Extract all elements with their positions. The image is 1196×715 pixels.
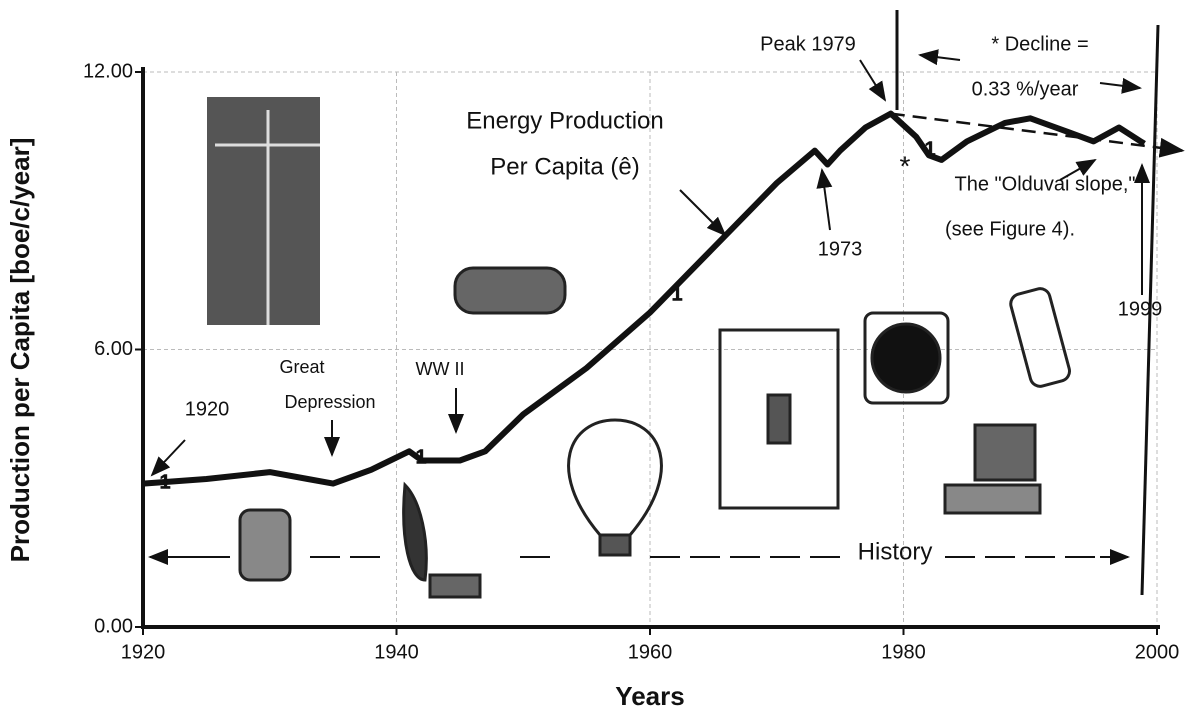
annotation: WW II (416, 359, 465, 379)
line-marker: 1 (924, 138, 935, 160)
plot: 0.00 6.00 12.00 1920 1940 1960 1980 2000 1 1 1 1 Ene… (83, 33, 1185, 663)
annotation: History (858, 538, 933, 565)
line-marker: 1 (415, 446, 426, 468)
x-axis-label: Years (615, 681, 684, 711)
annotation: 1999 (1118, 298, 1163, 320)
y-tick-label: 6.00 (94, 338, 133, 360)
x-tick-label: 1960 (628, 641, 673, 663)
annotation: Energy Production (466, 107, 663, 134)
annotation-arrows (148, 10, 1160, 596)
annotation: Per Capita (ê) (490, 153, 639, 180)
x-tick-label: 2000 (1135, 641, 1180, 663)
annotation: Depression (284, 392, 375, 412)
annotation: Great (279, 357, 324, 377)
annotation: Peak 1979 (760, 33, 856, 55)
y-tick-label: 12.00 (83, 60, 133, 82)
y-tick-label: 0.00 (94, 615, 133, 637)
annotation: * Decline = (991, 33, 1088, 55)
annotation: (see Figure 4). (945, 218, 1075, 240)
x-tick-label: 1980 (881, 641, 926, 663)
x-tick-label: 1920 (121, 641, 166, 663)
energy-line (142, 110, 1146, 487)
illustrations (207, 97, 1071, 599)
axes (141, 67, 1160, 629)
y-axis-label: Production per Capita [boe/c/year] (5, 138, 35, 563)
annotation: 1973 (818, 238, 863, 260)
annotation: 0.33 %/year (972, 78, 1079, 100)
annotation: The "Olduvai slope," (955, 173, 1136, 195)
trend-line (890, 112, 1185, 158)
annotation: * (900, 150, 911, 181)
line-marker: 1 (159, 471, 170, 493)
annotation: 1920 (185, 398, 230, 420)
line-marker: 1 (671, 283, 682, 305)
x-tick-label: 1940 (374, 641, 419, 663)
